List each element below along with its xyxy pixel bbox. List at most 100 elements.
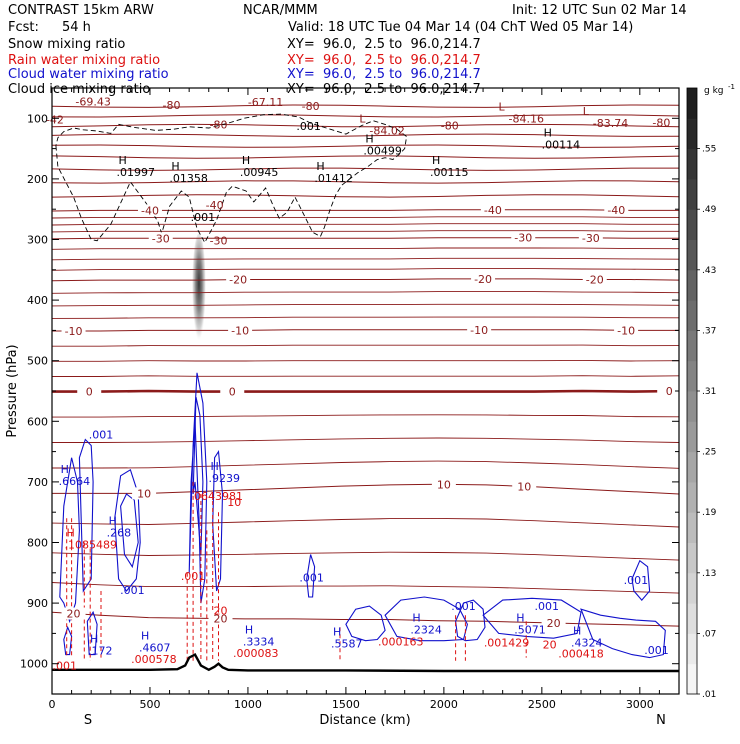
field-name-rain: Rain water mixing ratio bbox=[8, 53, 160, 68]
x-tick-label: 0 bbox=[49, 698, 56, 711]
colorbar-tick-label: .07 bbox=[702, 629, 716, 639]
isotherm-label--10: -10 bbox=[470, 324, 488, 337]
contour-value-label: -40 bbox=[206, 199, 224, 212]
isotherm-label-bg bbox=[511, 231, 536, 244]
low-marker: L bbox=[359, 112, 366, 125]
isotherm-mid-4-1 bbox=[52, 437, 679, 443]
colorbar-swatch bbox=[687, 360, 697, 392]
contour-value-label: -80 bbox=[652, 117, 670, 130]
model-title: CONTRAST 15km ARW bbox=[8, 3, 154, 18]
high-marker: H bbox=[544, 127, 552, 140]
isotherm-label-bg bbox=[471, 272, 496, 285]
isotherm-label--40: -40 bbox=[607, 204, 625, 217]
colorbar-unit: g kg bbox=[704, 86, 724, 96]
contour-value-label: .001 bbox=[624, 574, 649, 587]
high-value: .3334 bbox=[243, 635, 275, 648]
y-tick-label: 200 bbox=[27, 173, 48, 186]
isotherm-mid-4-0 bbox=[52, 414, 679, 418]
high-marker: H bbox=[141, 630, 149, 643]
contour-value-label: 20 bbox=[543, 638, 557, 651]
high-value: .00114 bbox=[542, 139, 581, 152]
contour-value-label: -80 bbox=[302, 100, 320, 113]
cloud-water-contour-15 bbox=[86, 610, 98, 656]
contour-value-label: .001 bbox=[52, 660, 77, 673]
high-value: .2324 bbox=[410, 623, 442, 636]
isotherm-label-bg bbox=[614, 324, 639, 337]
isotherm-label-bg bbox=[512, 480, 537, 493]
high-marker: H bbox=[109, 514, 117, 527]
contour-value-label: .000163 bbox=[378, 635, 424, 648]
isotherm-mid-2-2 bbox=[52, 316, 679, 319]
high-value: .00499 bbox=[363, 145, 402, 158]
high-value: .1085489 bbox=[65, 539, 118, 552]
isotherm-label--10: -10 bbox=[65, 325, 83, 338]
isotherm-label-10: 10 bbox=[137, 487, 151, 500]
isotherm-label--10: -10 bbox=[231, 324, 249, 337]
high-marker: H bbox=[365, 133, 373, 146]
isotherm-label-0: 0 bbox=[229, 386, 236, 399]
contour-value-label: -80 bbox=[163, 99, 181, 112]
isotherm-label-20: 20 bbox=[67, 608, 81, 621]
high-value: .5587 bbox=[331, 637, 363, 650]
colorbar-tick-label: .49 bbox=[702, 205, 717, 215]
high-value: .01997 bbox=[116, 166, 155, 179]
isotherm-label-bg bbox=[137, 204, 162, 217]
isotherm-label-bg bbox=[467, 323, 492, 336]
high-marker: H bbox=[211, 460, 219, 473]
colorbar: g kg -1 .55 .49 .43 .37 .31 .25 .19 .13 .07 .01 bbox=[686, 83, 735, 700]
isotherm-label--20: -20 bbox=[229, 274, 247, 287]
isotherm-label-bg bbox=[480, 203, 505, 216]
field-xy-snow: XY= 96.0, 2.5 to 96.0,214.7 bbox=[287, 37, 481, 52]
isotherm-upper-7 bbox=[52, 180, 679, 184]
contour-value-label: 10 bbox=[227, 496, 241, 509]
cloud-water-contour-11 bbox=[482, 597, 582, 639]
cloud-water-contour-9 bbox=[384, 596, 468, 642]
x-tick-label: 500 bbox=[139, 698, 160, 711]
isotherm-label-bg bbox=[226, 273, 251, 286]
colorbar-swatch bbox=[687, 178, 697, 210]
y-axis-label: Pressure (hPa) bbox=[5, 344, 20, 437]
isotherm-label--20: -20 bbox=[586, 273, 604, 286]
field-name-snow: Snow mixing ratio bbox=[8, 37, 125, 52]
high-marker: H bbox=[333, 625, 341, 638]
colorbar-tick-label: .01 bbox=[702, 690, 716, 700]
field-xy-cloud-water: XY= 96.0, 2.5 to 96.0,214.7 bbox=[287, 67, 481, 82]
colorbar-swatch bbox=[687, 481, 697, 513]
isotherm-mid-3-2 bbox=[52, 375, 679, 377]
colorbar-swatch bbox=[687, 269, 697, 301]
isotherm-label-bg bbox=[208, 612, 233, 625]
high-value: .6664 bbox=[59, 475, 91, 488]
init-time: Init: 12 UTC Sun 02 Mar 14 bbox=[512, 3, 687, 18]
high-marker: H bbox=[242, 154, 250, 167]
high-marker: H bbox=[245, 623, 253, 636]
endpoint-left-label: S bbox=[84, 713, 92, 728]
field-name-cloud-water: Cloud water mixing ratio bbox=[8, 67, 169, 82]
isotherm-label-20: 20 bbox=[547, 617, 561, 630]
x-tick-label: 1000 bbox=[234, 698, 262, 711]
colorbar-tick-label: .25 bbox=[702, 448, 716, 458]
colorbar-tick-label: .43 bbox=[702, 266, 716, 276]
isotherm-mid-5-1 bbox=[52, 551, 679, 561]
y-tick-label: 100 bbox=[27, 112, 48, 125]
isotherm-mid-1-1 bbox=[52, 257, 679, 261]
high-marker: H bbox=[90, 633, 98, 646]
isotherm--10 bbox=[52, 329, 679, 332]
isotherm-upper-0 bbox=[52, 104, 679, 108]
cloud-water-contour-10 bbox=[455, 599, 486, 642]
isotherm-label-bg bbox=[582, 273, 607, 286]
high-marker: H bbox=[67, 527, 75, 540]
high-marker: H bbox=[171, 160, 179, 173]
contour-value-label: -42 bbox=[46, 114, 64, 127]
y-tick-label: 300 bbox=[27, 234, 48, 247]
isotherm-mid-0-2 bbox=[52, 230, 679, 233]
isotherm-label--30: -30 bbox=[152, 232, 170, 245]
contour-value-label: .001 bbox=[120, 584, 145, 597]
isotherm-label-bg bbox=[220, 385, 245, 398]
isotherm-label-10: 10 bbox=[517, 480, 531, 493]
isotherm-label-20: 20 bbox=[214, 613, 228, 626]
isotherm-label--30: -30 bbox=[582, 232, 600, 245]
high-marker: H bbox=[61, 463, 69, 476]
isotherm-label-0: 0 bbox=[666, 385, 673, 398]
org-label: NCAR/MMM bbox=[243, 3, 318, 18]
endpoint-right-label: N bbox=[656, 713, 666, 728]
